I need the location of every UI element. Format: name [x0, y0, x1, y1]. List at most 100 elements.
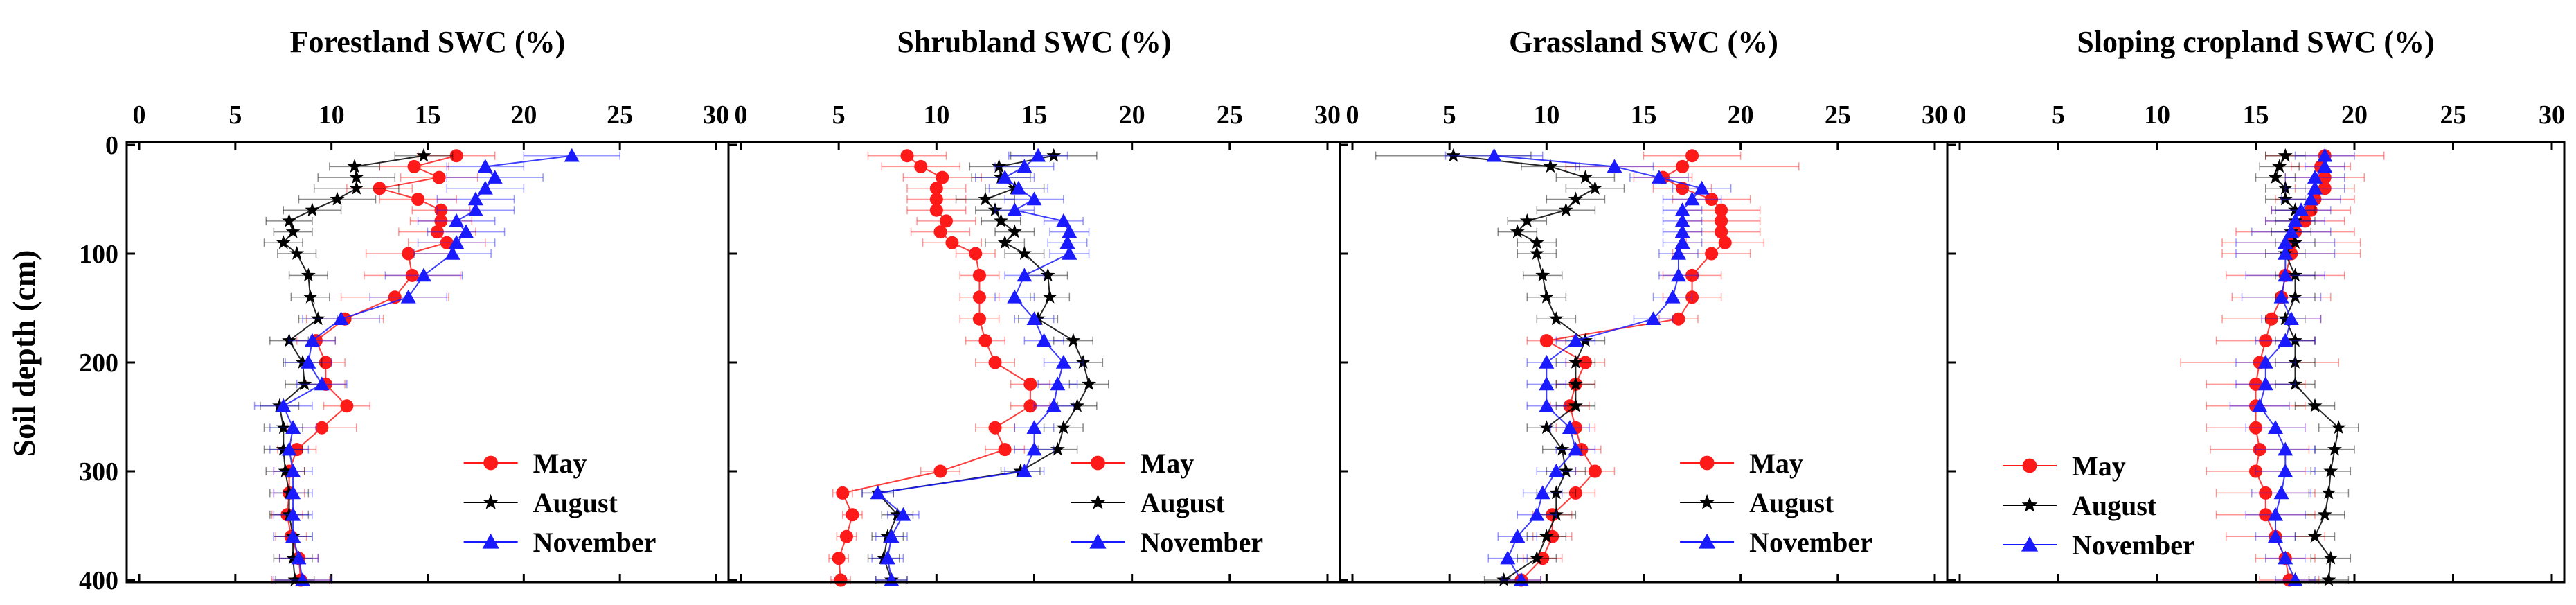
data-point-november — [997, 170, 1013, 184]
data-point-may — [945, 236, 959, 249]
data-point-august — [890, 507, 905, 521]
legend-marker — [1089, 533, 1107, 549]
data-point-november — [301, 355, 316, 369]
data-point-november — [1017, 268, 1032, 282]
data-point-august — [1446, 148, 1461, 162]
data-point-august — [2323, 550, 2338, 565]
panel-frame — [1339, 141, 1949, 584]
data-point-november — [2278, 235, 2293, 249]
data-point-august — [297, 376, 312, 391]
data-point-may — [315, 421, 329, 435]
data-point-august — [2278, 191, 2293, 206]
panel-frame — [1946, 141, 2566, 584]
data-point-may — [933, 225, 947, 239]
data-point-november — [2278, 550, 2293, 565]
x-tick-label: 0 — [1346, 100, 1359, 130]
data-point-november — [285, 507, 301, 521]
x-tick-label: 20 — [1728, 100, 1754, 130]
data-point-may — [1539, 334, 1553, 348]
data-point-august — [303, 289, 318, 304]
data-point-august — [1496, 572, 1512, 586]
data-point-august — [2288, 289, 2302, 304]
legend-label: November — [2072, 529, 2195, 561]
panel-title: Grassland SWC (%) — [1509, 25, 1778, 59]
data-point-may — [1023, 377, 1037, 391]
data-point-november — [1562, 420, 1577, 434]
data-point-august — [2323, 464, 2338, 477]
data-point-august — [994, 213, 1008, 227]
data-point-august — [1548, 507, 1564, 521]
x-tick-label: 15 — [2243, 100, 2269, 130]
data-point-may — [2249, 421, 2262, 435]
series-november — [2229, 148, 2355, 586]
data-point-november — [449, 235, 465, 249]
legend-marker — [1699, 455, 1715, 471]
data-point-november — [564, 148, 580, 162]
data-point-august — [272, 398, 287, 412]
x-tick-label: 10 — [2144, 100, 2170, 130]
data-point-november — [2273, 485, 2289, 500]
data-point-may — [1685, 268, 1699, 282]
x-tick-label: 0 — [735, 100, 748, 130]
data-point-may — [834, 573, 848, 587]
chart-panels: Forestland SWC (%)0 5 10 15 20 25 300100200300… — [79, 25, 2566, 595]
data-point-november — [2257, 376, 2273, 391]
data-point-may — [340, 399, 354, 413]
x-tick-label: 5 — [1443, 100, 1456, 130]
y-axis-label: Soil depth (cm) — [6, 250, 42, 457]
data-point-august — [1558, 464, 1573, 477]
data-point-november — [2287, 213, 2303, 227]
data-point-august — [1558, 202, 1573, 217]
data-point-august — [301, 268, 316, 282]
data-point-november — [1529, 507, 1545, 521]
data-point-august — [2307, 529, 2323, 543]
data-point-may — [969, 247, 983, 261]
data-point-may — [1705, 193, 1719, 206]
x-tick-label: 10 — [923, 100, 949, 130]
y-tick-label: 0 — [105, 131, 118, 160]
data-point-august — [276, 235, 291, 249]
x-tick-label: 20 — [1119, 100, 1145, 130]
data-point-august — [282, 485, 296, 500]
data-point-august — [282, 333, 296, 347]
legend-label: May — [1140, 448, 1194, 479]
data-point-august — [347, 159, 362, 173]
data-point-november — [1010, 180, 1026, 195]
series-november — [861, 148, 1090, 586]
data-point-november — [884, 529, 900, 543]
data-point-august — [2288, 333, 2302, 347]
data-point-may — [319, 356, 332, 369]
data-point-august — [1519, 213, 1535, 227]
data-point-november — [304, 333, 320, 347]
data-point-november — [895, 507, 911, 521]
data-point-november — [314, 376, 330, 391]
data-point-may — [978, 334, 992, 348]
data-point-november — [1026, 441, 1042, 456]
data-point-august — [1588, 180, 1602, 195]
data-point-august — [1070, 398, 1085, 412]
data-point-august — [2288, 355, 2302, 369]
data-point-august — [416, 148, 431, 162]
data-point-august — [987, 202, 1003, 217]
x-tick-label: 30 — [2539, 100, 2565, 130]
data-point-august — [276, 420, 291, 435]
panel-frame — [125, 141, 730, 584]
data-point-november — [2278, 268, 2293, 282]
x-tick-label: 25 — [2440, 100, 2467, 130]
data-point-may — [972, 312, 986, 326]
data-point-august — [1050, 441, 1065, 456]
data-point-august — [978, 191, 993, 206]
data-point-august — [2288, 235, 2302, 249]
data-point-november — [1017, 464, 1032, 477]
data-point-may — [402, 247, 415, 261]
data-point-november — [1055, 213, 1071, 227]
legend-marker — [1699, 533, 1716, 549]
x-tick-label: 20 — [2341, 100, 2368, 130]
data-point-august — [2321, 485, 2336, 500]
data-point-november — [2278, 333, 2293, 347]
data-point-november — [1007, 289, 1023, 304]
data-point-november — [285, 464, 301, 477]
panel-title: Sloping cropland SWC (%) — [2077, 25, 2434, 59]
data-point-november — [1535, 485, 1550, 500]
